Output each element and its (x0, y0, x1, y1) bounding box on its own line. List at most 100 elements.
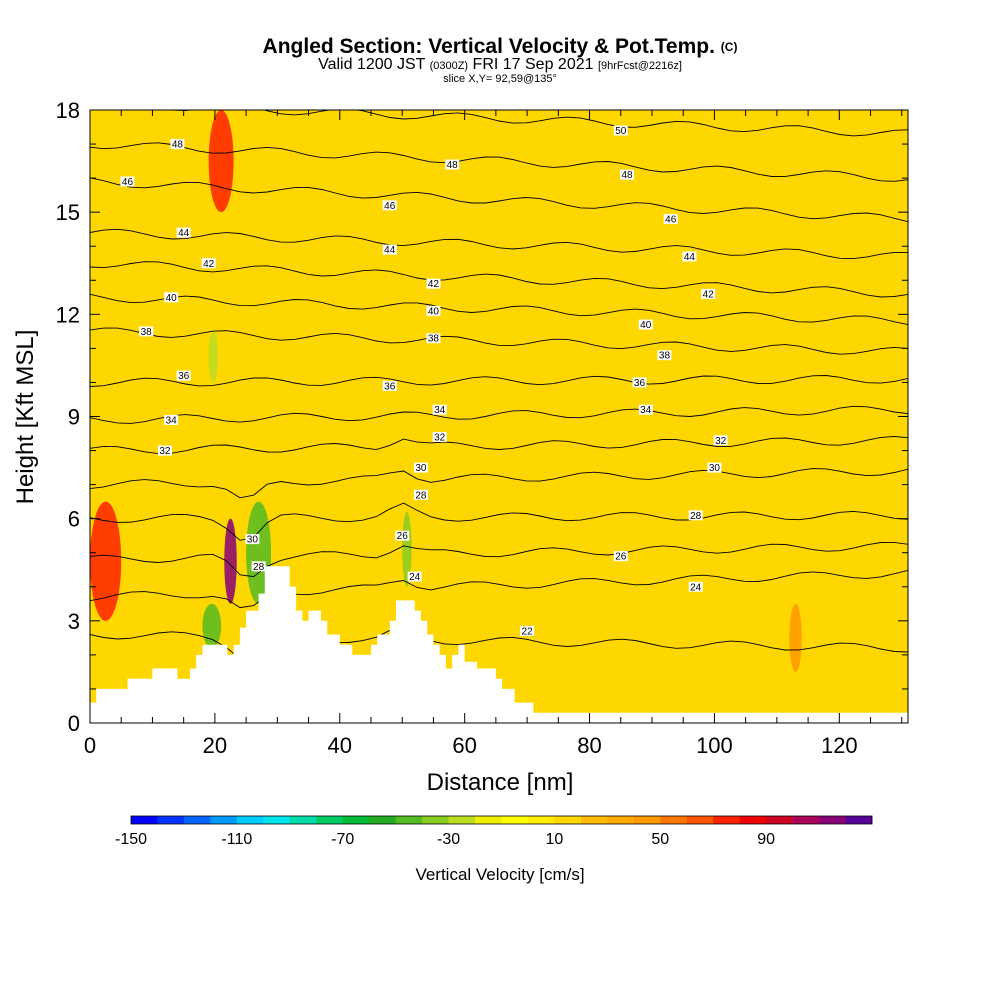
isentrope-28 (90, 502, 908, 541)
contour-label-38-text: 38 (659, 351, 671, 362)
colorbar-swatch-2 (183, 816, 211, 824)
y-tick-label-12: 12 (56, 302, 80, 327)
isentrope-32 (90, 436, 908, 455)
contour-label-22: 22 (520, 626, 535, 638)
isentrope-26 (90, 541, 908, 578)
contour-label-extra-20-text: 26 (397, 531, 409, 542)
colorbar-label-4: 10 (546, 831, 564, 848)
contour-label-40-bg (638, 319, 653, 330)
colorbar-label-6: 90 (757, 831, 775, 848)
valid-utc: (0300Z) (429, 60, 469, 72)
contour-label-50-text: 50 (615, 126, 627, 137)
contour-label-48-bg (620, 169, 635, 180)
colorbar-swatch-27 (845, 816, 873, 824)
contour-label-extra-17-bg (432, 431, 447, 442)
velocity-feature-1 (90, 501, 122, 621)
contour-label-38: 38 (657, 350, 672, 362)
contour-label-extra-23-bg (251, 561, 266, 572)
contour-label-extra-5-text: 44 (384, 245, 396, 256)
contour-label-extra-10-bg (139, 326, 154, 337)
contour-label-extra-19-bg (413, 489, 428, 500)
contour-label-44-text: 44 (684, 252, 696, 263)
colorbar-label-0: -150 (115, 831, 147, 848)
contour-label-extra-16-bg (157, 445, 172, 456)
y-tick-label-15: 15 (56, 200, 80, 225)
contour-label-extra-1: 46 (120, 176, 135, 188)
contour-label-extra-22-text: 30 (247, 535, 259, 546)
contour-label-24: 24 (688, 581, 703, 593)
contour-label-extra-4-text: 44 (178, 228, 190, 239)
contour-label-extra-8: 40 (164, 292, 179, 304)
contour-label-extra-6-text: 42 (203, 259, 215, 270)
isentrope-36 (90, 375, 908, 387)
isentrope-48 (90, 142, 908, 182)
contour-label-extra-12: 36 (176, 370, 191, 382)
contour-label-extra-22-bg (245, 534, 260, 545)
contour-label-extra-6: 42 (201, 258, 216, 270)
velocity-feature-6 (208, 331, 219, 383)
contour-label-extra-19-text: 28 (415, 490, 427, 501)
contour-label-extra-2: 48 (445, 159, 460, 171)
velocity-feature-3 (202, 603, 222, 649)
contour-label-30: 30 (707, 462, 722, 474)
isentrope-44 (90, 228, 908, 260)
contour-label-extra-16-text: 32 (159, 446, 171, 457)
contour-label-extra-8-text: 40 (166, 293, 178, 304)
velocity-feature-2 (224, 518, 237, 604)
y-tick-label-0: 0 (68, 711, 80, 736)
isentrope-46 (90, 177, 908, 223)
colorbar-swatch-9 (369, 816, 396, 824)
contour-label-extra-10-text: 38 (141, 327, 153, 338)
colorbar-swatch-14 (501, 816, 529, 824)
isentrope-42 (90, 261, 908, 298)
x-axis-title: Distance [nm] (427, 769, 574, 796)
contour-label-extra-1-bg (120, 176, 135, 187)
colorbar-label-3: -30 (437, 831, 460, 848)
y-tick-label-18: 18 (56, 98, 80, 123)
slice-label: slice X,Y= 92,59@135° (443, 73, 557, 85)
x-tick-label-40: 40 (328, 733, 352, 758)
x-tick-label-80: 80 (577, 733, 601, 758)
terrain-mask (90, 566, 908, 723)
colorbar-title: Vertical Velocity [cm/s] (415, 865, 584, 884)
x-tick-label-0: 0 (84, 733, 96, 758)
contour-label-34: 34 (638, 404, 653, 416)
contour-label-extra-23-text: 28 (253, 562, 265, 573)
contour-label-extra-4-bg (176, 227, 191, 238)
contour-label-extra-7-text: 42 (428, 279, 440, 290)
contour-label-extra-13: 36 (382, 380, 397, 392)
contour-label-extra-7: 42 (426, 278, 441, 290)
contour-label-extra-14-bg (164, 414, 179, 425)
contour-label-22-bg (520, 626, 535, 637)
colorbar-swatch-3 (210, 816, 238, 824)
colorbar-swatch-26 (819, 816, 846, 824)
contour-label-extra-1-text: 46 (122, 177, 134, 188)
contour-label-46-bg (663, 213, 678, 224)
contour-label-extra-9-text: 40 (428, 306, 440, 317)
contour-label-extra-5: 44 (382, 244, 397, 256)
y-axis-title: Height [Kft MSL] (12, 330, 39, 505)
contour-label-extra-11-text: 38 (428, 334, 440, 345)
contour-label-40-text: 40 (640, 320, 652, 331)
contour-label-extra-12-bg (176, 370, 191, 381)
y-tick-label-3: 3 (68, 609, 80, 634)
contour-label-extra-3-text: 46 (384, 201, 396, 212)
x-tick-label-20: 20 (203, 733, 227, 758)
contour-label-extra-11-bg (426, 333, 441, 344)
forecast-label: [9hrFcst@2216z] (597, 60, 682, 72)
contour-label-extra-21-text: 24 (409, 572, 421, 583)
contour-label-extra-8-bg (164, 292, 179, 303)
contour-label-extra-14-text: 34 (166, 415, 178, 426)
contour-label-extra-5-bg (382, 244, 397, 255)
contour-labels: 22 24 26 28 30 32 34 36 38 40 42 44 46 48 50 48 46 48 46 44… (120, 125, 728, 638)
colorbar-swatch-0 (131, 816, 158, 824)
contour-label-extra-9-bg (426, 305, 441, 316)
colorbar-swatch-6 (289, 816, 317, 824)
colorbar-swatch-22 (713, 816, 740, 824)
contour-label-48: 48 (620, 169, 635, 181)
colorbar-swatch-21 (686, 816, 714, 824)
contour-label-extra-2-text: 48 (447, 160, 459, 171)
contour-label-38-bg (657, 350, 672, 361)
